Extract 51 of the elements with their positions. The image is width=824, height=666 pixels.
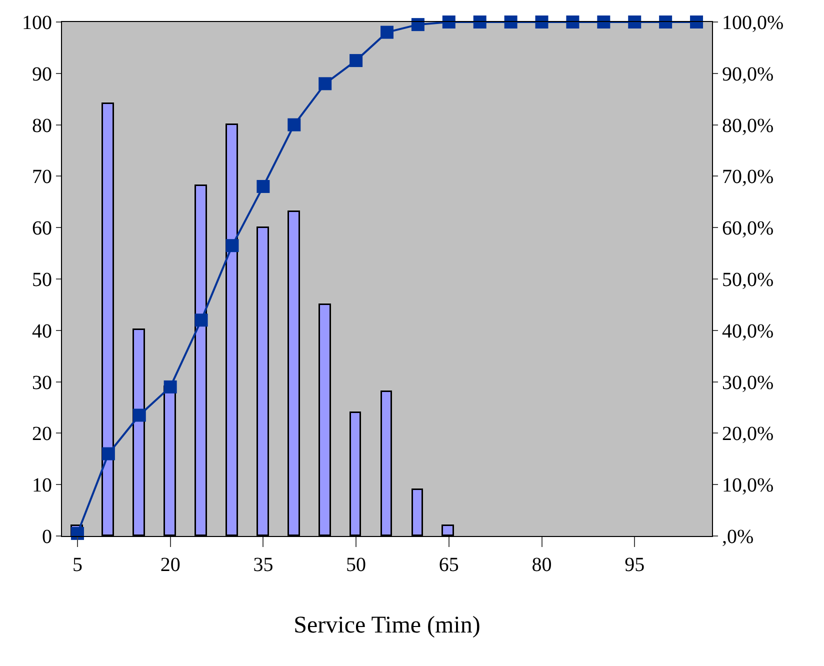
point	[597, 16, 610, 28]
y2-tick-label: ,0%	[722, 526, 754, 548]
x-tick-label: 95	[624, 554, 645, 576]
point	[566, 16, 580, 28]
y2-tick-label: 20,0%	[722, 423, 774, 446]
x-tick-label: 35	[253, 554, 274, 576]
point	[132, 408, 146, 422]
point	[535, 16, 548, 28]
point	[380, 26, 394, 39]
x-tick-label: 65	[438, 554, 459, 576]
y2-tick-label: 90,0%	[722, 63, 774, 86]
point	[194, 314, 208, 327]
y-tick-label: 80	[32, 114, 52, 137]
y2-tick-label: 60,0%	[722, 218, 774, 240]
point	[318, 77, 332, 90]
x-axis-title: Service Time (min)	[294, 612, 480, 638]
y2-tick-label: 100,0%	[722, 12, 784, 34]
y-tick-label: 0	[42, 526, 52, 548]
point	[504, 16, 518, 28]
point	[690, 16, 704, 28]
point	[350, 54, 363, 68]
y-tick-label: 10	[32, 474, 52, 497]
y-tick-label: 30	[32, 372, 52, 394]
y-tick-label: 60	[32, 218, 52, 240]
y-tick-label: 40	[32, 320, 52, 342]
point	[411, 18, 424, 32]
y-tick-label: 50	[32, 269, 52, 291]
point	[226, 239, 239, 252]
point	[70, 526, 84, 540]
x-tick-label: 50	[346, 554, 366, 576]
point	[102, 447, 115, 460]
x-tick-label: 5	[72, 554, 82, 576]
point	[442, 16, 456, 28]
point	[628, 16, 642, 28]
y2-tick-label: 50,0%	[722, 269, 774, 291]
point	[659, 16, 672, 28]
y-tick-label: 20	[32, 423, 52, 446]
point	[164, 380, 177, 394]
y-tick-label: 70	[32, 166, 52, 188]
y2-tick-label: 30,0%	[722, 372, 774, 394]
y2-tick-label: 70,0%	[722, 166, 774, 188]
point	[288, 118, 301, 132]
y2-tick-label: 40,0%	[722, 320, 774, 342]
y2-tick-label: 80,0%	[722, 114, 774, 137]
y-tick-label: 100	[22, 12, 52, 34]
point	[473, 16, 486, 28]
y-tick-label: 90	[32, 63, 52, 86]
x-tick-label: 80	[532, 554, 552, 576]
point	[256, 180, 270, 193]
x-tick-label: 20	[160, 554, 180, 576]
y2-tick-label: 10,0%	[722, 474, 774, 497]
